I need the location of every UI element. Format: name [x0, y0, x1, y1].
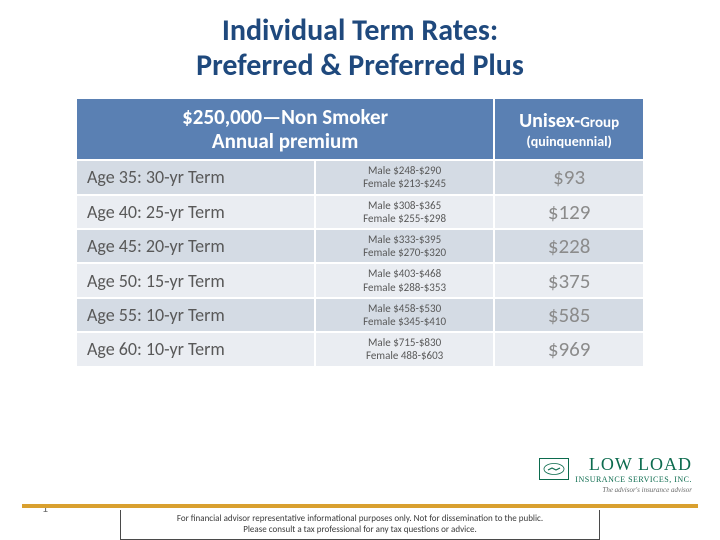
header-right-main: Unisex- — [519, 109, 580, 133]
table-row: Age 60: 10-yr TermMale $715-$830Female 4… — [76, 332, 644, 366]
table-row: Age 55: 10-yr TermMale $458-$530Female $… — [76, 298, 644, 332]
cell-male-female: Male $248-$290Female $213-$245 — [315, 160, 494, 194]
table-row: Age 40: 25-yr TermMale $308-$365Female $… — [76, 195, 644, 229]
logo-sub-text: INSURANCE SERVICES, INC. — [575, 475, 692, 484]
table-header-row: $250,000—Non Smoker Annual premium Unise… — [76, 98, 644, 160]
cell-male-female: Male $308-$365Female $255-$298 — [315, 195, 494, 229]
handshake-icon — [539, 458, 569, 480]
cell-male-female: Male $403-$468Female $288-$353 — [315, 263, 494, 297]
table-body: Age 35: 30-yr TermMale $248-$290Female $… — [76, 160, 644, 366]
title-line-2: Preferred & Preferred Plus — [0, 49, 720, 84]
cell-unisex-price: $93 — [494, 160, 644, 194]
cell-age-term: Age 55: 10-yr Term — [76, 298, 315, 332]
disclaimer-line-1: For financial advisor representative inf… — [127, 513, 593, 524]
cell-unisex-price: $129 — [494, 195, 644, 229]
header-right-paren: (quinquennial) — [503, 133, 635, 150]
cell-age-term: Age 45: 20-yr Term — [76, 229, 315, 263]
header-left-line2: Annual premium — [85, 129, 485, 153]
cell-age-term: Age 60: 10-yr Term — [76, 332, 315, 366]
cell-male-female: Male $458-$530Female $345-$410 — [315, 298, 494, 332]
disclaimer-line-2: Please consult a tax professional for an… — [127, 524, 593, 535]
disclaimer-box: For financial advisor representative inf… — [120, 510, 600, 540]
table-row: Age 35: 30-yr TermMale $248-$290Female $… — [76, 160, 644, 194]
logo-main-text: LOW LOAD — [575, 454, 692, 475]
cell-age-term: Age 35: 30-yr Term — [76, 160, 315, 194]
logo-tagline: The advisor's insurance advisor — [539, 486, 692, 494]
cell-unisex-price: $585 — [494, 298, 644, 332]
company-logo: LOW LOAD INSURANCE SERVICES, INC. The ad… — [539, 454, 692, 494]
cell-age-term: Age 50: 15-yr Term — [76, 263, 315, 297]
rates-table: $250,000—Non Smoker Annual premium Unise… — [75, 97, 645, 368]
title-line-1: Individual Term Rates: — [0, 14, 720, 49]
cell-male-female: Male $333-$395Female $270-$320 — [315, 229, 494, 263]
gold-divider — [22, 504, 698, 508]
cell-unisex-price: $228 — [494, 229, 644, 263]
table-row: Age 50: 15-yr TermMale $403-$468Female $… — [76, 263, 644, 297]
cell-age-term: Age 40: 25-yr Term — [76, 195, 315, 229]
header-left-line1: $250,000—Non Smoker — [85, 105, 485, 129]
slide-title: Individual Term Rates: Preferred & Prefe… — [0, 0, 720, 83]
cell-male-female: Male $715-$830Female 488-$603 — [315, 332, 494, 366]
header-right-main2: Group — [580, 114, 619, 132]
header-left: $250,000—Non Smoker Annual premium — [76, 98, 494, 160]
footer-band: For financial advisor representative inf… — [0, 504, 720, 540]
cell-unisex-price: $969 — [494, 332, 644, 366]
header-right: Unisex-Group (quinquennial) — [494, 98, 644, 160]
cell-unisex-price: $375 — [494, 263, 644, 297]
table-row: Age 45: 20-yr TermMale $333-$395Female $… — [76, 229, 644, 263]
